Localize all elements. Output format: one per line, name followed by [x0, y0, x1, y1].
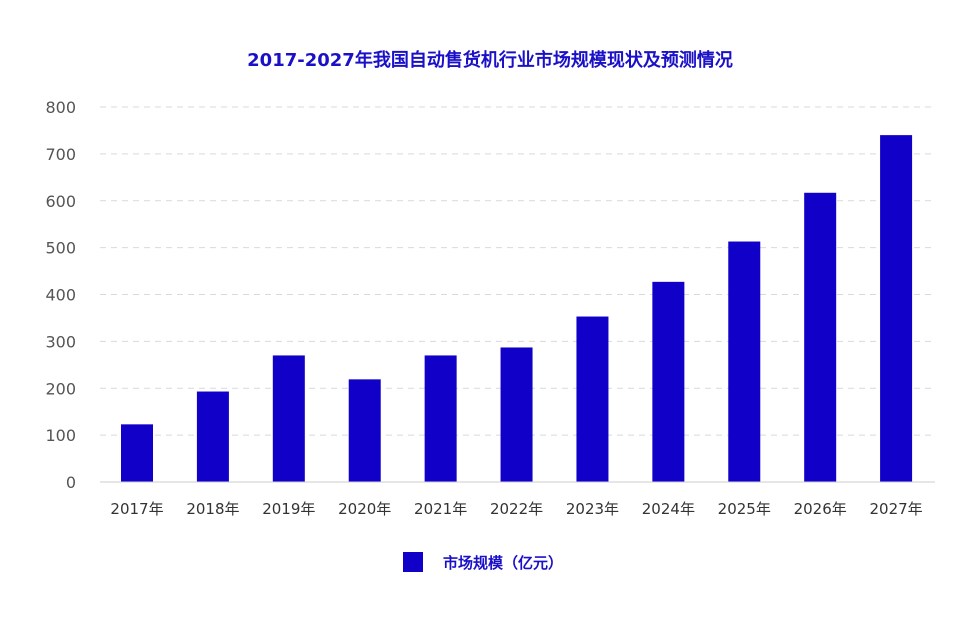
x-tick-label: 2024年: [642, 500, 695, 518]
y-tick-label: 800: [45, 98, 76, 117]
bar: [424, 355, 457, 482]
bar: [121, 424, 153, 482]
x-tick-label: 2027年: [869, 500, 922, 518]
y-tick-label: 0: [66, 473, 76, 492]
x-tick-label: 2026年: [794, 500, 847, 518]
x-tick-label: 2025年: [718, 500, 771, 518]
bar: [272, 355, 305, 482]
gridlines: [100, 106, 935, 436]
y-tick-label: 100: [45, 426, 76, 445]
x-tick-label: 2017年: [110, 500, 163, 518]
bar: [196, 391, 229, 482]
bar: [880, 135, 913, 482]
legend-swatch: [403, 552, 423, 572]
x-axis-ticks: 2017年 2018年 2019年 2020年 2021年 2022年 2023年 2024年…: [110, 500, 922, 518]
x-tick-label: 2023年: [566, 500, 619, 518]
y-tick-label: 300: [45, 332, 76, 351]
x-tick-label: 2020年: [338, 500, 391, 518]
bar: [348, 379, 381, 482]
x-tick-label: 2022年: [490, 500, 543, 518]
bar: [728, 241, 761, 482]
legend: 市场规模（亿元）: [403, 551, 563, 573]
x-tick-label: 2021年: [414, 500, 467, 518]
bar: [652, 281, 685, 482]
chart-title: 2017-2027年我国自动售货机行业市场规模现状及预测情况: [247, 50, 733, 71]
bars: [121, 135, 913, 482]
y-tick-label: 500: [45, 239, 76, 258]
bar: [804, 192, 837, 482]
x-tick-label: 2018年: [186, 500, 239, 518]
y-tick-label: 600: [45, 192, 76, 211]
y-tick-label: 700: [45, 145, 76, 164]
x-tick-label: 2019年: [262, 500, 315, 518]
y-tick-label: 400: [45, 286, 76, 305]
y-axis-ticks: 0 100 200 300 400 500 600 700 800: [45, 98, 76, 492]
legend-label: 市场规模（亿元）: [443, 553, 564, 572]
y-tick-label: 200: [45, 379, 76, 398]
bar: [576, 316, 609, 482]
bar: [500, 347, 533, 482]
